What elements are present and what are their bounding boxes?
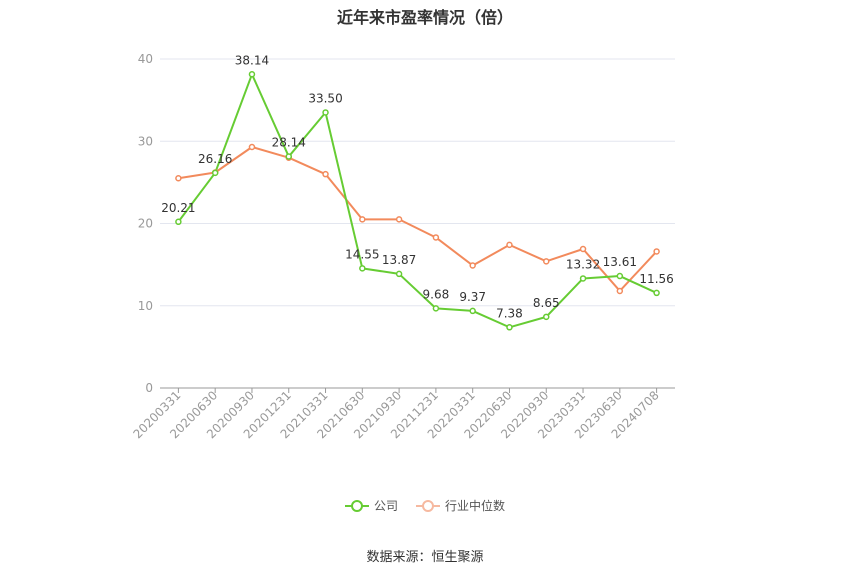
- y-tick-label: 30: [138, 134, 153, 148]
- data-label-company: 13.32: [566, 257, 600, 271]
- data-label-company: 7.38: [496, 306, 523, 320]
- point-company: [248, 71, 256, 78]
- point-company: [359, 265, 366, 272]
- data-label-company: 13.87: [382, 253, 416, 267]
- point-industry: [579, 245, 587, 253]
- point-company: [506, 324, 513, 331]
- point-industry: [432, 234, 440, 241]
- y-tick-label: 20: [138, 217, 153, 231]
- legend-label-company: 公司: [373, 499, 398, 513]
- point-industry: [359, 216, 366, 223]
- legend-swatch-industry-icon: [416, 499, 440, 513]
- data-source: 数据来源：恒生聚源: [366, 550, 484, 565]
- y-tick-label: 40: [138, 52, 153, 66]
- data-label-company: 9.68: [423, 287, 450, 301]
- point-company: [543, 313, 550, 321]
- series-line-company: [177, 73, 658, 329]
- data-label-company: 33.50: [308, 91, 342, 105]
- legend-item-company[interactable]: 公司: [344, 497, 398, 514]
- point-company: [653, 289, 660, 297]
- chart-title: 近年来市盈率情况（倍）: [336, 8, 513, 27]
- data-label-company: 14.55: [345, 247, 379, 261]
- data-label-company: 38.14: [235, 53, 269, 67]
- point-industry: [653, 248, 660, 255]
- point-industry: [506, 241, 513, 249]
- point-company: [469, 307, 476, 315]
- y-tick-label: 10: [138, 299, 153, 313]
- point-company: [395, 270, 403, 278]
- point-company: [211, 169, 219, 177]
- data-label-company: 8.65: [533, 296, 560, 310]
- point-industry: [616, 287, 624, 295]
- point-company: [432, 305, 440, 312]
- y-tick-label: 0: [145, 381, 153, 395]
- data-label-company: 20.21: [161, 201, 195, 215]
- legend-label-industry: 行业中位数: [445, 499, 506, 513]
- series-line-industry: [178, 146, 658, 292]
- point-company: [285, 153, 292, 160]
- legend: 公司 行业中位数: [0, 497, 850, 514]
- legend-item-industry[interactable]: 行业中位数: [416, 497, 505, 514]
- point-industry: [543, 258, 550, 265]
- data-label-company: 9.37: [459, 290, 486, 304]
- data-label-company: 26.16: [198, 152, 232, 166]
- point-company: [175, 218, 182, 226]
- point-industry: [395, 216, 403, 223]
- point-industry: [175, 175, 182, 182]
- point-company: [579, 275, 587, 282]
- point-industry: [322, 170, 329, 178]
- point-industry: [469, 262, 476, 269]
- point-industry: [248, 143, 256, 151]
- data-label-company: 11.56: [639, 272, 673, 286]
- point-company: [616, 272, 624, 280]
- data-label-company: 28.14: [272, 136, 306, 150]
- legend-swatch-company-icon: [344, 499, 369, 513]
- point-company: [322, 109, 329, 116]
- data-label-company: 13.61: [603, 255, 637, 269]
